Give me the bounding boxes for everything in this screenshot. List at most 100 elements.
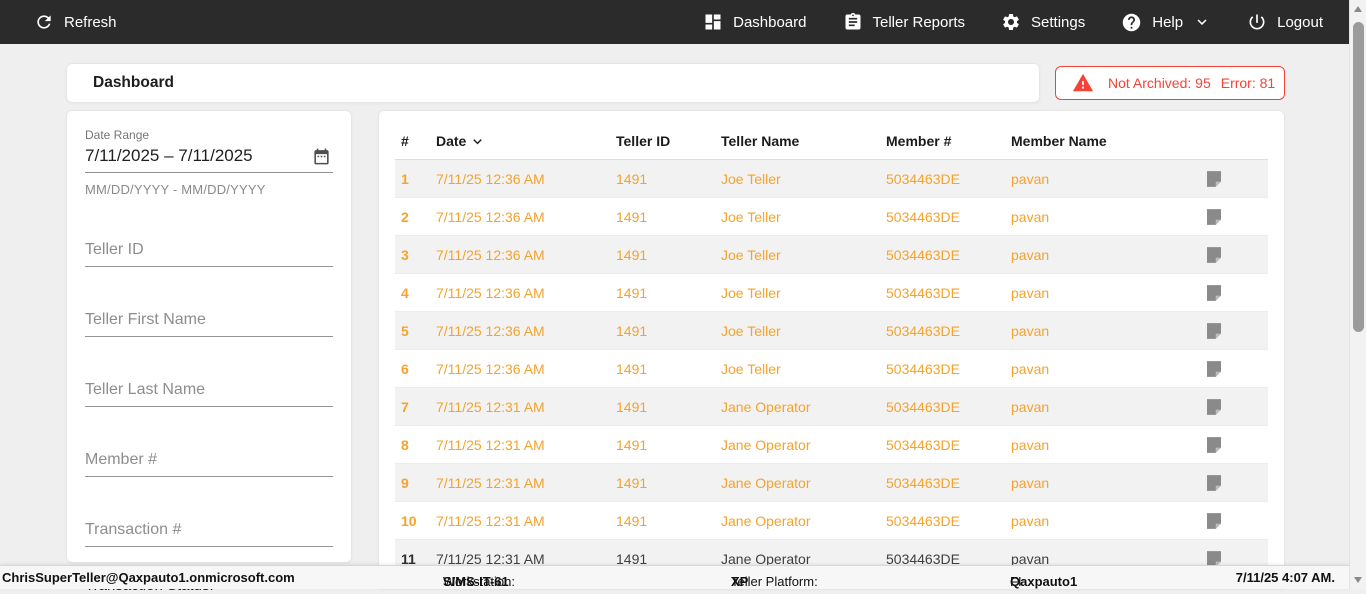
note-icon[interactable] — [1207, 246, 1221, 263]
nav-teller-reports[interactable]: Teller Reports — [843, 12, 966, 32]
cell-date: 7/11/25 12:31 AM — [436, 398, 545, 415]
cell-num: 6 — [401, 360, 409, 377]
reports-icon — [843, 12, 863, 32]
col-header-teller-name: Teller Name — [721, 133, 800, 149]
cell-teller-name: Jane Operator — [721, 550, 811, 567]
cell-date: 7/11/25 12:36 AM — [436, 246, 545, 263]
teller-first-name-input[interactable] — [85, 311, 333, 337]
cell-teller-id: 1491 — [616, 246, 648, 263]
scroll-down-arrow[interactable] — [1354, 577, 1362, 583]
status-user: ChrisSuperTeller@Qaxpauto1.onmicrosoft.c… — [2, 570, 295, 585]
cell-teller-name: Joe Teller — [721, 246, 781, 263]
col-header-num: # — [401, 133, 409, 149]
member-number-input[interactable] — [85, 451, 333, 477]
note-icon[interactable] — [1207, 436, 1221, 453]
note-icon[interactable] — [1207, 360, 1221, 377]
cell-teller-name: Joe Teller — [721, 208, 781, 225]
nav-help-label: Help — [1152, 13, 1184, 31]
table-row[interactable]: 5 7/11/25 12:36 AM 1491 Joe Teller 50344… — [395, 312, 1268, 350]
calendar-icon[interactable] — [312, 147, 331, 166]
cell-date: 7/11/25 12:31 AM — [436, 550, 545, 567]
refresh-button[interactable]: Refresh — [34, 12, 117, 32]
scroll-up-arrow[interactable] — [1354, 6, 1362, 12]
nav-help[interactable]: Help — [1121, 12, 1211, 33]
table-row[interactable]: 8 7/11/25 12:31 AM 1491 Jane Operator 50… — [395, 426, 1268, 464]
nav-dashboard[interactable]: Dashboard — [703, 12, 807, 32]
teller-last-name-input[interactable] — [85, 381, 333, 407]
cell-date: 7/11/25 12:31 AM — [436, 436, 545, 453]
note-icon[interactable] — [1207, 512, 1221, 529]
transaction-number-input[interactable] — [85, 521, 333, 547]
cell-member-num: 5034463DE — [886, 360, 960, 377]
note-icon[interactable] — [1207, 398, 1221, 415]
cell-teller-id: 1491 — [616, 474, 648, 491]
note-icon[interactable] — [1207, 474, 1221, 491]
cell-num: 7 — [401, 398, 409, 415]
table-row[interactable]: 10 7/11/25 12:31 AM 1491 Jane Operator 5… — [395, 502, 1268, 540]
nav-settings-label: Settings — [1031, 13, 1086, 31]
cell-teller-name: Jane Operator — [721, 474, 811, 491]
cell-teller-name: Joe Teller — [721, 322, 781, 339]
cell-teller-name: Jane Operator — [721, 436, 811, 453]
note-icon[interactable] — [1207, 208, 1221, 225]
teller-id-input[interactable] — [85, 241, 333, 267]
nav-logout[interactable]: Logout — [1247, 12, 1323, 32]
cell-member-num: 5034463DE — [886, 550, 960, 567]
scroll-thumb[interactable] — [1353, 22, 1364, 332]
cell-member-num: 5034463DE — [886, 246, 960, 263]
dashboard-icon — [703, 12, 723, 32]
archive-alert-badge[interactable]: Not Archived: 95 Error: 81 — [1055, 66, 1285, 100]
col-header-member-num: Member # — [886, 133, 952, 149]
table-row[interactable]: 3 7/11/25 12:36 AM 1491 Joe Teller 50344… — [395, 236, 1268, 274]
cell-date: 7/11/25 12:36 AM — [436, 208, 545, 225]
cell-num: 8 — [401, 436, 409, 453]
table-row[interactable]: 9 7/11/25 12:31 AM 1491 Jane Operator 50… — [395, 464, 1268, 502]
cell-teller-id: 1491 — [616, 436, 648, 453]
date-range-value: 7/11/2025 – 7/11/2025 — [85, 146, 253, 165]
note-icon[interactable] — [1207, 284, 1221, 301]
cell-member-name: pavan — [1011, 246, 1050, 263]
date-range-field[interactable]: 7/11/2025 – 7/11/2025 — [85, 144, 333, 173]
cell-member-num: 5034463DE — [886, 474, 960, 491]
vertical-scrollbar[interactable] — [1349, 0, 1366, 589]
cell-teller-id: 1491 — [616, 322, 648, 339]
nav-teller-reports-label: Teller Reports — [872, 13, 966, 31]
cell-teller-id: 1491 — [616, 550, 648, 567]
cell-num: 3 — [401, 246, 409, 263]
note-icon[interactable] — [1207, 170, 1221, 187]
date-range-label: Date Range — [85, 128, 150, 142]
nav-dashboard-label: Dashboard — [733, 13, 807, 31]
refresh-icon — [34, 12, 54, 32]
cell-num: 10 — [401, 512, 417, 529]
cell-member-name: pavan — [1011, 284, 1050, 301]
transactions-table-card: # Date Teller ID Teller Name Member # Me… — [378, 110, 1285, 589]
cell-date: 7/11/25 12:31 AM — [436, 474, 545, 491]
cell-num: 1 — [401, 170, 409, 187]
chevron-down-icon — [1193, 13, 1211, 31]
table-row[interactable]: 2 7/11/25 12:36 AM 1491 Joe Teller 50344… — [395, 198, 1268, 236]
status-bar: ChrisSuperTeller@Qaxpauto1.onmicrosoft.c… — [0, 565, 1349, 589]
table-row[interactable]: 4 7/11/25 12:36 AM 1491 Joe Teller 50344… — [395, 274, 1268, 312]
table-row[interactable]: 7 7/11/25 12:31 AM 1491 Jane Operator 50… — [395, 388, 1268, 426]
cell-member-num: 5034463DE — [886, 284, 960, 301]
cell-date: 7/11/25 12:31 AM — [436, 512, 545, 529]
cell-member-name: pavan — [1011, 360, 1050, 377]
cell-num: 5 — [401, 322, 409, 339]
logout-power-icon — [1247, 12, 1267, 32]
nav-settings[interactable]: Settings — [1001, 12, 1085, 32]
col-header-date[interactable]: Date — [436, 133, 616, 150]
note-icon[interactable] — [1207, 322, 1221, 339]
col-header-member-name: Member Name — [1011, 133, 1107, 149]
cell-member-num: 5034463DE — [886, 398, 960, 415]
cell-teller-name: Jane Operator — [721, 398, 811, 415]
cell-teller-id: 1491 — [616, 360, 648, 377]
cell-member-name: pavan — [1011, 436, 1050, 453]
cell-teller-name: Jane Operator — [721, 512, 811, 529]
cell-member-num: 5034463DE — [886, 170, 960, 187]
nav-logout-label: Logout — [1277, 13, 1323, 31]
page-title-card: Dashboard — [66, 63, 1040, 103]
table-row[interactable]: 1 7/11/25 12:36 AM 1491 Joe Teller 50344… — [395, 160, 1268, 198]
settings-icon — [1001, 12, 1021, 32]
cell-member-name: pavan — [1011, 170, 1050, 187]
table-row[interactable]: 6 7/11/25 12:36 AM 1491 Joe Teller 50344… — [395, 350, 1268, 388]
